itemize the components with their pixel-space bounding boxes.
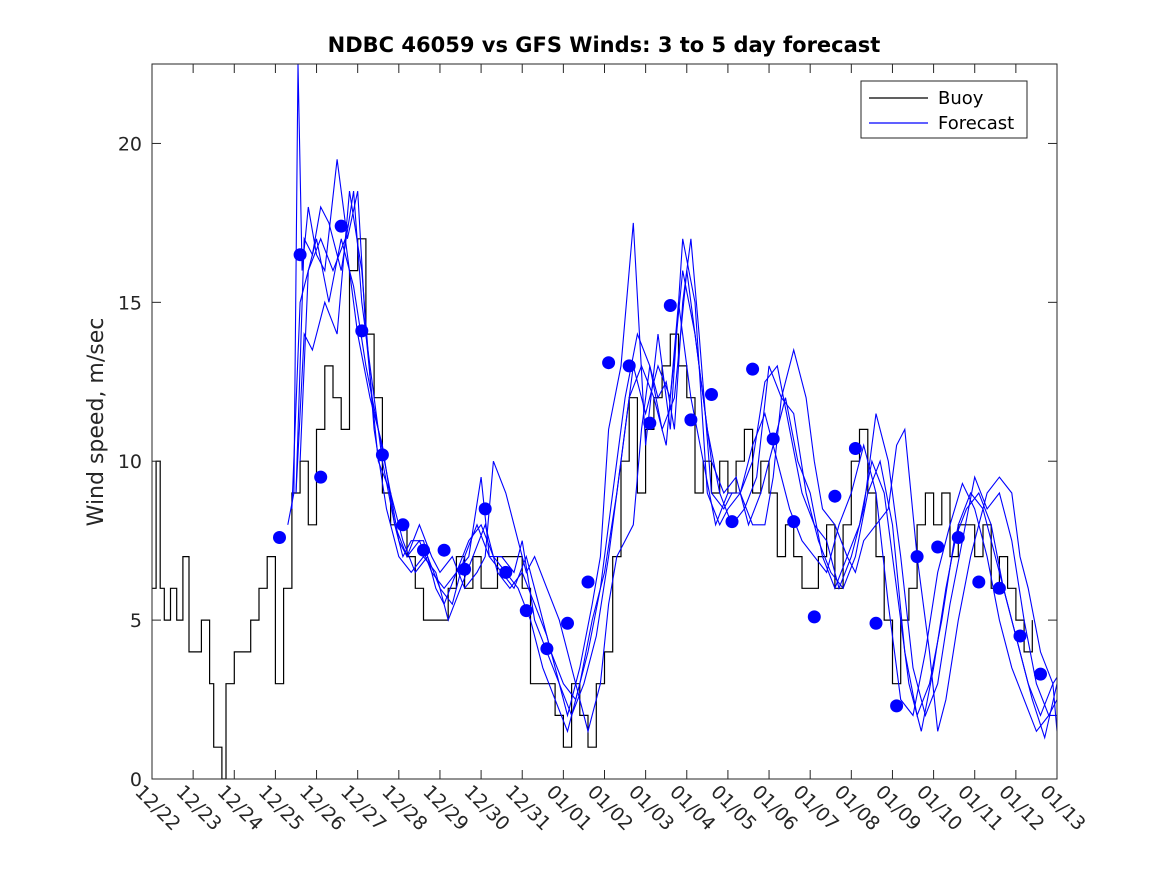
forecast-marker <box>643 416 657 430</box>
x-tick-label: 01/02 <box>583 781 637 835</box>
x-tick-label: 01/13 <box>1035 781 1089 835</box>
forecast-marker <box>396 518 410 532</box>
x-tick-label: 01/10 <box>912 781 966 835</box>
x-tick-label: 12/25 <box>254 781 308 835</box>
forecast-marker <box>478 502 492 516</box>
legend-box <box>860 80 1028 139</box>
x-tick-label: 01/12 <box>994 781 1048 835</box>
forecast-marker <box>807 610 821 624</box>
forecast-marker <box>992 581 1006 595</box>
buoy-series-line <box>152 238 1033 779</box>
forecast-marker <box>293 248 307 262</box>
forecast-marker <box>828 489 842 503</box>
forecast-marker <box>910 550 924 564</box>
legend-forecast-label: Forecast <box>938 113 1014 134</box>
forecast-marker <box>334 219 348 233</box>
forecast-marker <box>848 442 862 455</box>
x-tick-label: 01/09 <box>871 781 925 835</box>
forecast-marker <box>951 531 965 544</box>
forecast-series-line-2 <box>295 191 1057 718</box>
x-tick-label: 12/31 <box>501 781 555 835</box>
forecast-marker <box>417 543 430 557</box>
x-tick-label: 01/08 <box>830 781 884 835</box>
forecast-marker <box>437 543 451 557</box>
forecast-marker <box>1034 667 1047 681</box>
x-tick-label: 12/23 <box>172 781 226 835</box>
x-tick-label: 12/24 <box>213 781 267 835</box>
x-tick-label: 12/29 <box>418 781 472 835</box>
forecast-marker <box>725 515 739 529</box>
y-axis-label: Wind speed, m/sec <box>84 318 109 527</box>
forecast-marker <box>458 562 472 576</box>
forecast-marker <box>1013 629 1027 643</box>
forecast-series-line-5 <box>295 191 1057 718</box>
forecast-marker <box>705 388 718 401</box>
x-tick-label: 12/28 <box>377 781 431 835</box>
y-tick-label: 15 <box>118 292 142 314</box>
forecast-marker <box>684 413 698 427</box>
forecast-marker <box>375 448 389 462</box>
x-tick-label: 12/22 <box>130 781 184 835</box>
y-tick-label: 10 <box>118 451 142 473</box>
x-axis: 12/2212/2312/2412/2512/2612/2712/2812/29… <box>130 64 1090 835</box>
x-tick-label: 01/06 <box>748 781 802 835</box>
y-tick-label: 20 <box>118 133 142 155</box>
x-tick-label: 12/27 <box>336 781 390 835</box>
y-axis: 0 5 10 15 20 <box>118 133 1057 791</box>
x-tick-label: 12/30 <box>460 781 514 835</box>
forecast-marker <box>581 575 595 589</box>
forecast-marker <box>314 470 328 484</box>
forecast-marker <box>931 540 945 554</box>
x-tick-label: 01/05 <box>706 781 760 835</box>
forecast-marker <box>972 575 986 589</box>
forecast-marker <box>273 531 286 544</box>
x-tick-label: 01/01 <box>542 781 596 835</box>
forecast-marker <box>499 565 513 579</box>
legend-buoy-label: Buoy <box>938 88 984 109</box>
forecast-marker <box>890 699 904 713</box>
x-tick-label: 01/03 <box>624 781 678 835</box>
forecast-marker <box>766 432 780 446</box>
forecast-marker <box>622 359 636 373</box>
forecast-marker <box>519 604 533 618</box>
forecast-series-line-3 <box>299 238 1057 740</box>
x-tick-label: 01/07 <box>789 781 843 835</box>
x-tick-label: 01/04 <box>665 781 719 835</box>
forecast-marker <box>355 324 369 338</box>
y-tick-label: 0 <box>130 769 142 791</box>
x-tick-label: 01/11 <box>953 781 1007 835</box>
forecast-marker <box>540 642 554 656</box>
forecast-marker <box>663 299 677 312</box>
plot-area <box>152 64 1057 779</box>
forecast-marker <box>561 616 574 630</box>
forecast-marker <box>869 616 883 630</box>
chart-title: NDBC 46059 vs GFS Winds: 3 to 5 day fore… <box>328 33 881 57</box>
forecast-marker <box>787 515 801 529</box>
y-tick-label: 5 <box>130 610 142 632</box>
forecast-marker <box>746 362 760 376</box>
forecast-marker <box>602 356 616 370</box>
x-tick-label: 12/26 <box>295 781 349 835</box>
legend: Buoy Forecast <box>860 80 1028 139</box>
